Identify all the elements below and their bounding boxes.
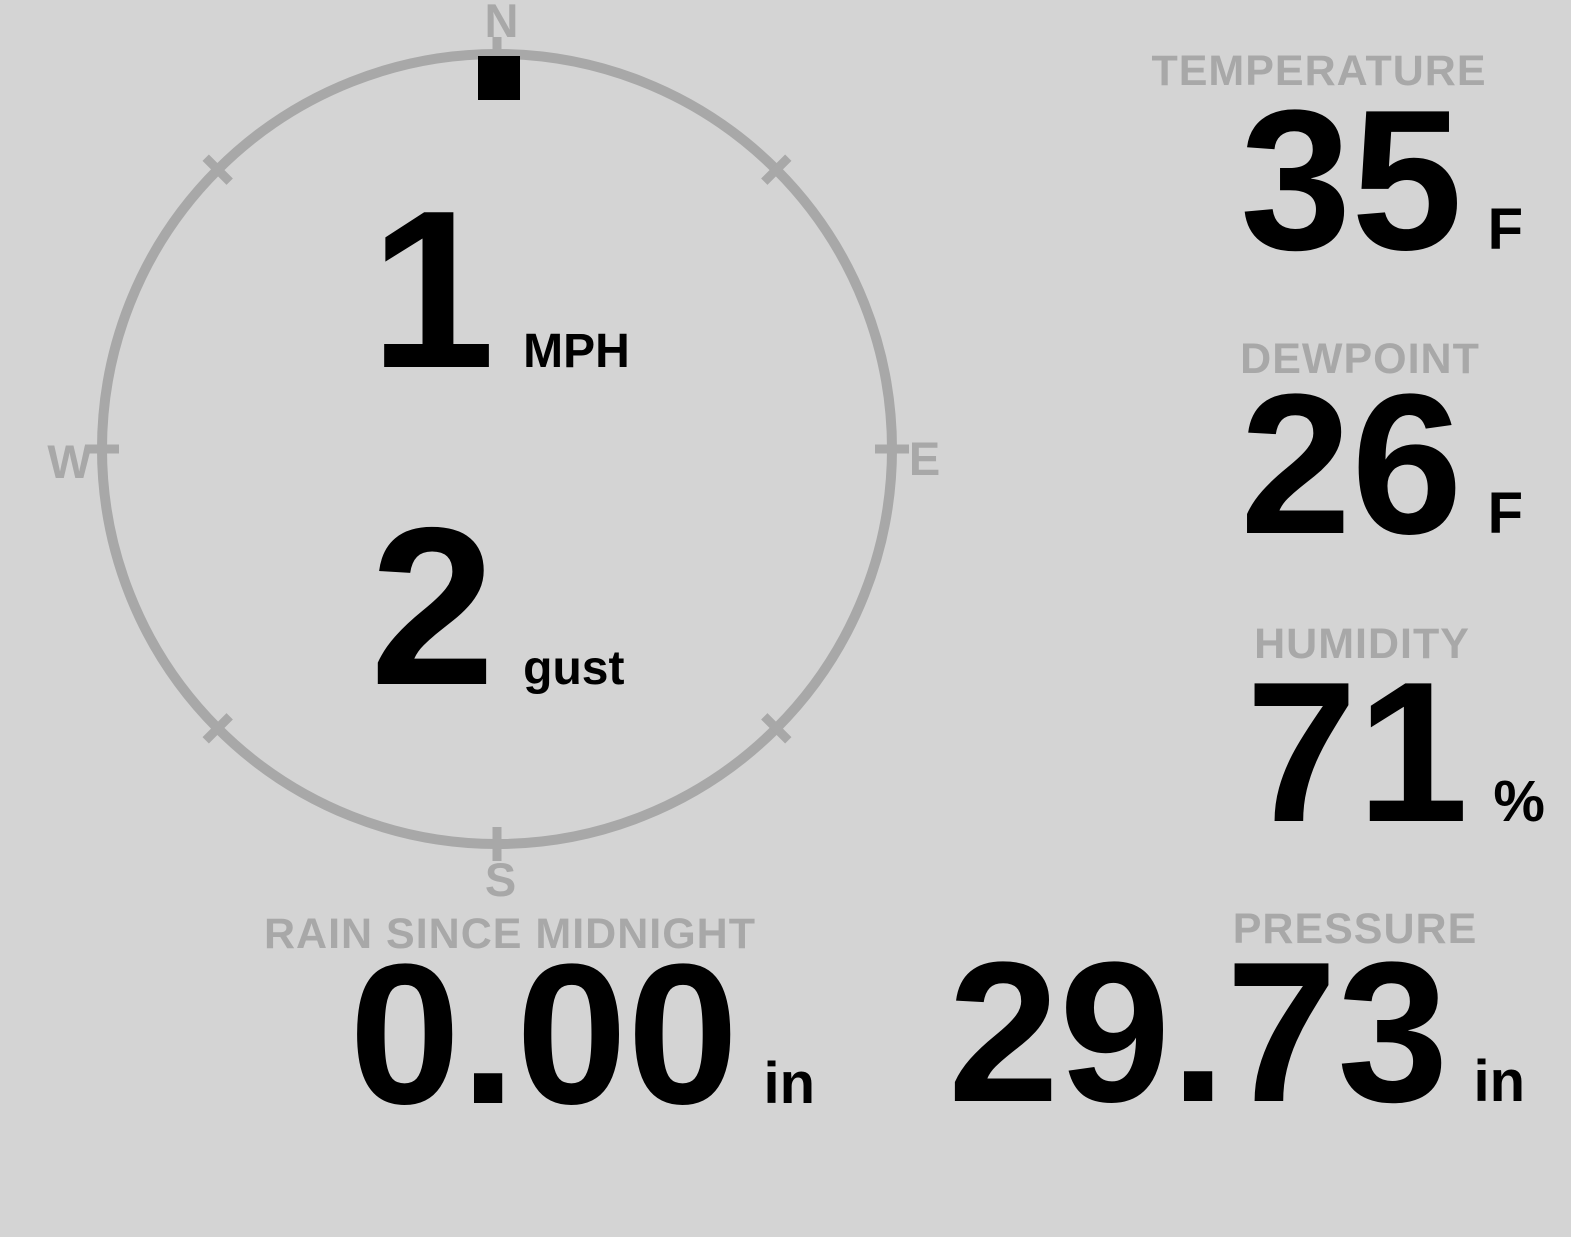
- compass-label-north: N: [484, 0, 520, 47]
- rain-value: 0.00: [349, 923, 739, 1146]
- compass-tick-sw: [202, 713, 233, 744]
- humidity-unit: %: [1493, 769, 1545, 834]
- wind-gust-value: 2: [370, 480, 496, 732]
- compass-tick-nw: [202, 154, 233, 185]
- wind-speed-unit: MPH: [523, 325, 630, 378]
- compass-label-west: W: [47, 435, 93, 488]
- pressure-value: 29.73: [947, 921, 1449, 1144]
- humidity-label: HUMIDITY: [1254, 620, 1470, 668]
- temperature-unit: F: [1487, 197, 1523, 262]
- temperature-value: 35: [1240, 69, 1463, 292]
- compass-circle: [97, 49, 897, 849]
- temperature-label: TEMPERATURE: [1151, 47, 1487, 95]
- dewpoint-label: DEWPOINT: [1240, 335, 1480, 383]
- wind-gust-unit: gust: [523, 642, 625, 695]
- rain-value-row: 0.00 in: [349, 935, 815, 1135]
- compass-label-south: S: [484, 853, 518, 906]
- compass-tick-ne: [761, 154, 792, 185]
- wind-speed: 1 MPH: [370, 177, 630, 402]
- pressure-value-row: 29.73 in: [948, 933, 1525, 1133]
- wind-gust: 2 gust: [370, 494, 624, 719]
- compass-ticks: [85, 37, 909, 861]
- wind-direction-marker: [478, 56, 520, 100]
- temperature-value-row: 35 F: [1240, 81, 1523, 281]
- dewpoint-unit: F: [1487, 481, 1523, 546]
- dewpoint-value-row: 26 F: [1240, 365, 1523, 565]
- compass-tick-se: [761, 713, 792, 744]
- pressure-unit: in: [1473, 1049, 1525, 1114]
- compass-label-east: E: [908, 432, 942, 485]
- wind-speed-value: 1: [370, 163, 496, 415]
- dewpoint-value: 26: [1240, 353, 1463, 576]
- humidity-value: 71: [1245, 641, 1469, 864]
- pressure-label: PRESSURE: [1232, 905, 1478, 953]
- rain-unit: in: [763, 1051, 815, 1116]
- rain-label: RAIN SINCE MIDNIGHT: [264, 910, 756, 958]
- humidity-value-row: 71 %: [1246, 653, 1545, 853]
